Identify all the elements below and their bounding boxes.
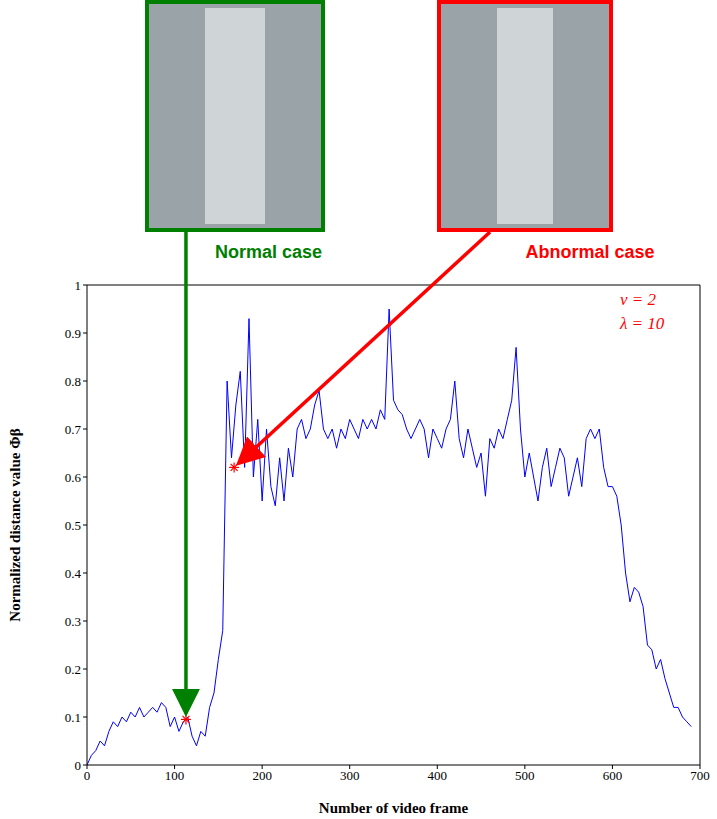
svg-text:0.5: 0.5 — [65, 518, 81, 533]
svg-text:0.7: 0.7 — [65, 422, 82, 437]
svg-text:Abnormal case: Abnormal case — [525, 242, 654, 262]
svg-text:0: 0 — [75, 758, 82, 773]
svg-text:700: 700 — [690, 768, 710, 783]
svg-text:0.8: 0.8 — [65, 374, 81, 389]
svg-text:0.3: 0.3 — [65, 614, 81, 629]
svg-text:0.1: 0.1 — [65, 710, 81, 725]
svg-text:ν = 2: ν = 2 — [620, 290, 657, 309]
svg-text:Number of video frame: Number of video frame — [319, 800, 469, 816]
svg-text:200: 200 — [252, 768, 272, 783]
svg-text:500: 500 — [515, 768, 535, 783]
svg-text:400: 400 — [428, 768, 448, 783]
svg-text:0.6: 0.6 — [65, 470, 82, 485]
svg-text:0.9: 0.9 — [65, 326, 81, 341]
svg-text:0.4: 0.4 — [65, 566, 82, 581]
svg-text:λ = 10: λ = 10 — [619, 314, 665, 333]
svg-text:0.2: 0.2 — [65, 662, 81, 677]
svg-text:100: 100 — [165, 768, 185, 783]
svg-text:600: 600 — [603, 768, 623, 783]
svg-text:0: 0 — [84, 768, 91, 783]
svg-text:1: 1 — [75, 278, 82, 293]
svg-text:Normal case: Normal case — [215, 242, 322, 262]
svg-text:300: 300 — [340, 768, 360, 783]
svg-text:Normalized distance value Φβ: Normalized distance value Φβ — [7, 428, 23, 621]
